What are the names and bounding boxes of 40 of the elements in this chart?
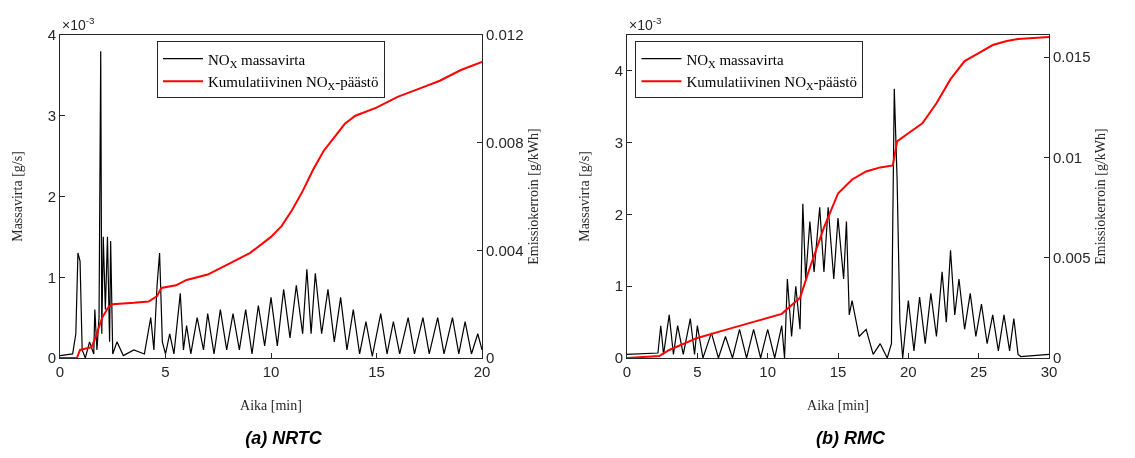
y2-tick-label: 0.01	[1053, 148, 1083, 166]
x-axis-title: Aika [min]	[807, 398, 869, 413]
legend-label: NO$_{X}$ massavirta	[208, 51, 306, 70]
text: (b) RMC	[816, 428, 886, 449]
x-tick-label: 10	[759, 363, 777, 380]
text: ×10$^{-3}$	[629, 15, 663, 33]
y2-tick-label: 0.012	[486, 26, 524, 44]
x-tick-label: 15	[829, 363, 847, 380]
y-tick-label: 2	[614, 205, 623, 223]
legend-label: Kumulatiivinen NO$_{X}$-päästö	[208, 74, 379, 93]
line-series	[627, 36, 1049, 358]
y-tick-label: 4	[614, 62, 623, 80]
y-tick-label: 1	[614, 277, 623, 295]
y-tick-label: 1	[47, 268, 56, 286]
y-tick-label: 0	[47, 349, 56, 367]
y2-tick-label: 0.004	[486, 241, 524, 259]
y-tick-label: 3	[614, 133, 623, 151]
y-tick-label: 2	[47, 187, 56, 205]
y2-tick-label: 0.008	[486, 133, 524, 151]
legend-label: Kumulatiivinen NO$_{X}$-päästö	[686, 74, 857, 93]
y-axis-title: Massavirta [g/s]	[577, 151, 592, 242]
line-series	[627, 88, 1049, 358]
y-tick-label: 4	[47, 26, 56, 44]
legend-label: NO$_{X}$ massavirta	[686, 51, 784, 70]
x-tick-label: 5	[693, 363, 702, 380]
text: ×10$^{-3}$	[62, 15, 96, 33]
y2-tick-label: 0.015	[1053, 48, 1091, 66]
y2-axis-title: Emissiokerroin [g/kWh]	[525, 128, 541, 265]
y-tick-label: 0	[614, 349, 623, 367]
x-tick-label: 10	[262, 363, 280, 380]
x-tick-label: 20	[899, 363, 917, 380]
y-axis-title: Massavirta [g/s]	[10, 151, 25, 242]
y-tick-label: 3	[47, 107, 56, 124]
x-tick-label: 25	[970, 363, 988, 380]
x-tick-label: 15	[368, 363, 385, 380]
text: (a) NRTC	[245, 428, 323, 449]
x-axis-title: Aika [min]	[240, 398, 302, 413]
y2-axis-title: Emissiokerroin [g/kWh]	[1092, 128, 1108, 265]
x-tick-label: 5	[161, 363, 170, 380]
y2-tick-label: 0.005	[1053, 248, 1091, 266]
